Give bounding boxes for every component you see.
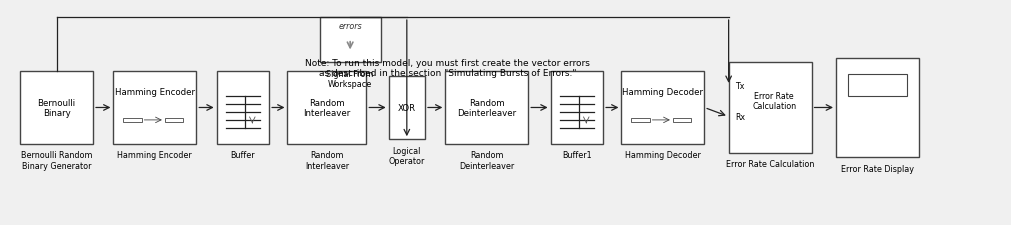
- Text: Hamming Decoder: Hamming Decoder: [622, 88, 703, 97]
- Text: Random
Interleaver: Random Interleaver: [304, 151, 349, 170]
- Bar: [287, 72, 366, 144]
- Text: Random
Deinterleaver: Random Deinterleaver: [459, 151, 514, 170]
- Bar: [20, 72, 93, 144]
- Text: Signal From
Workspace: Signal From Workspace: [327, 70, 373, 89]
- Bar: [621, 72, 704, 144]
- Text: Random
Deinterleaver: Random Deinterleaver: [457, 98, 516, 118]
- Text: Error Rate Calculation: Error Rate Calculation: [725, 160, 814, 169]
- Text: Bernoulli
Binary: Bernoulli Binary: [37, 98, 76, 118]
- Text: XOR: XOR: [397, 104, 416, 112]
- Text: Rx: Rx: [735, 112, 744, 122]
- Text: Logical
Operator: Logical Operator: [388, 146, 425, 166]
- Bar: [550, 72, 603, 144]
- Text: Hamming Encoder: Hamming Encoder: [117, 151, 192, 160]
- Text: errors: errors: [338, 22, 362, 31]
- Text: Random
Interleaver: Random Interleaver: [303, 98, 350, 118]
- Bar: [113, 72, 196, 144]
- Bar: [165, 118, 183, 122]
- Text: Buffer1: Buffer1: [561, 151, 591, 160]
- Text: Note: To run this model, you must first create the vector errors
as described in: Note: To run this model, you must first …: [304, 58, 589, 78]
- Bar: [445, 72, 528, 144]
- Bar: [319, 18, 380, 63]
- Bar: [388, 76, 425, 140]
- Bar: [123, 118, 142, 122]
- Text: Hamming Decoder: Hamming Decoder: [625, 151, 700, 160]
- Bar: [216, 72, 269, 144]
- Text: Error Rate
Calculation: Error Rate Calculation: [751, 91, 796, 110]
- Bar: [846, 74, 907, 96]
- Bar: [835, 58, 918, 158]
- Text: Bernoulli Random
Binary Generator: Bernoulli Random Binary Generator: [21, 151, 92, 170]
- Bar: [672, 118, 691, 122]
- Text: Hamming Encoder: Hamming Encoder: [114, 88, 195, 97]
- Text: Buffer: Buffer: [231, 151, 255, 160]
- Bar: [631, 118, 649, 122]
- Text: Tx: Tx: [735, 82, 744, 91]
- Text: Error Rate Display: Error Rate Display: [840, 164, 913, 173]
- Bar: [728, 63, 811, 153]
